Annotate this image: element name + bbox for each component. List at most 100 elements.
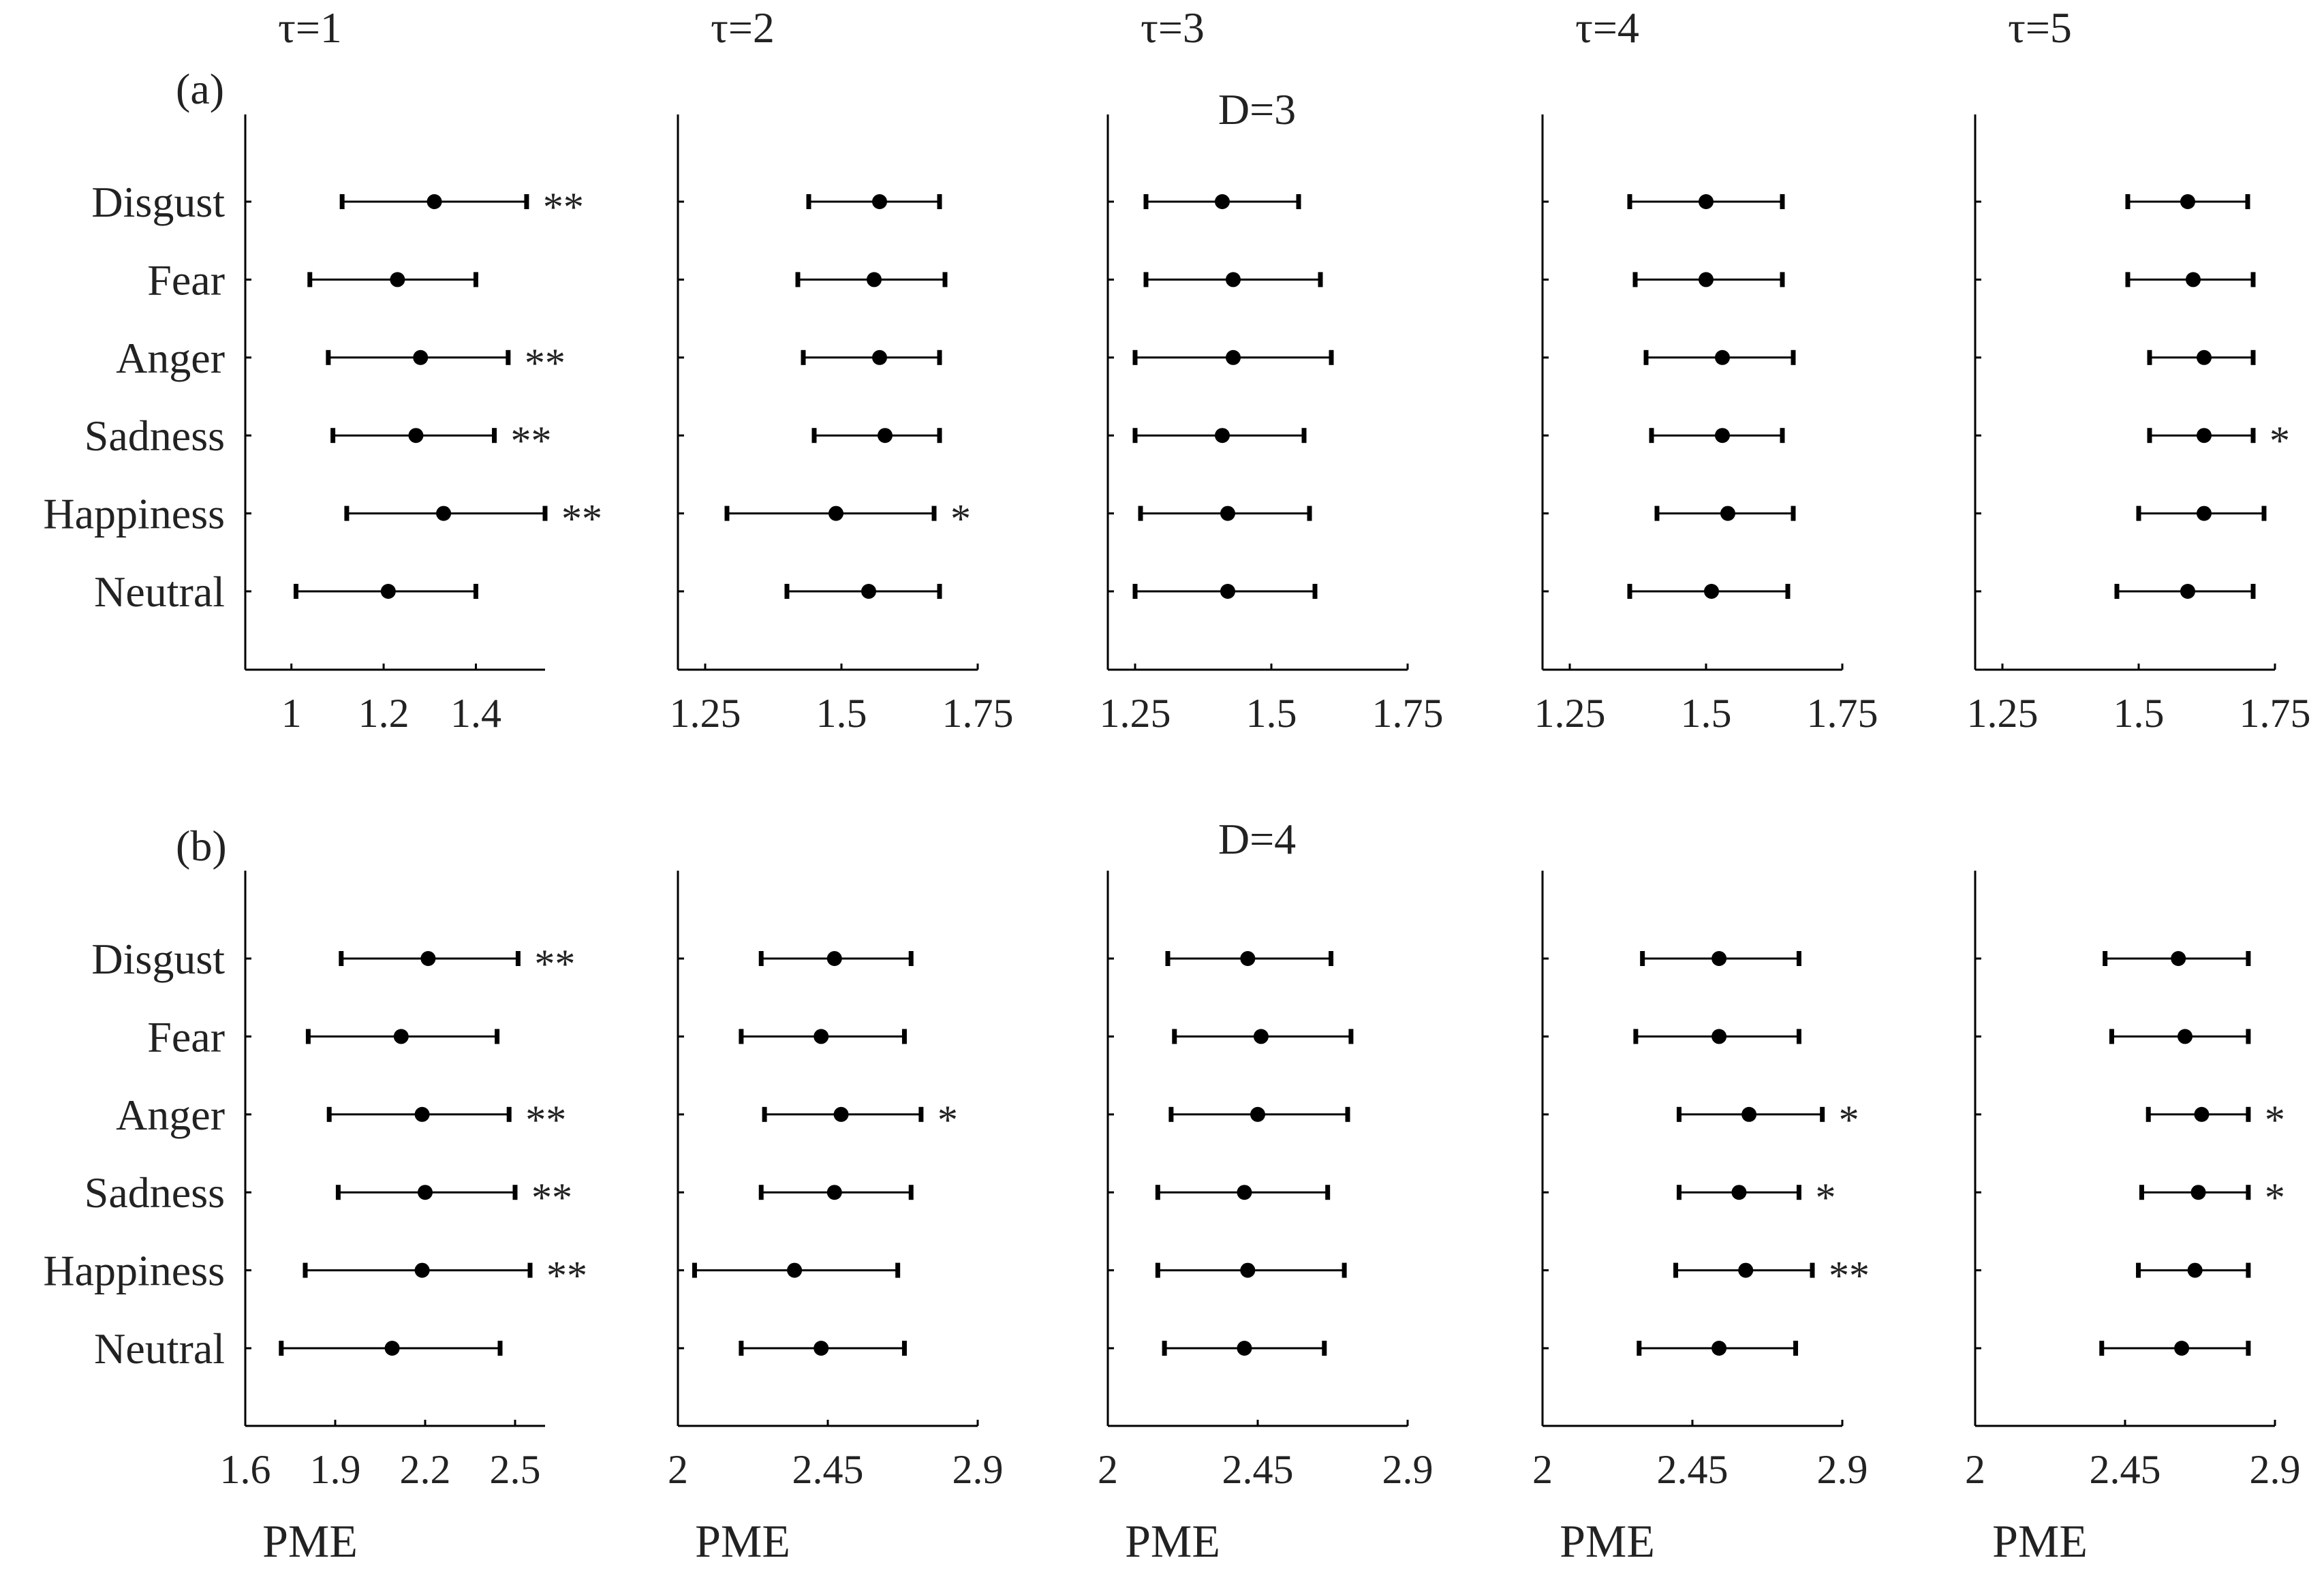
mean-marker bbox=[1237, 1341, 1252, 1356]
mean-marker bbox=[2191, 1185, 2206, 1200]
row-title-d3: D=3 bbox=[1218, 85, 1296, 134]
x-tick-label: 1.4 bbox=[450, 691, 501, 736]
subplot-a-tau-2: 1.25 1.5 1.75 τ=2 * bbox=[670, 3, 1014, 736]
column-title: τ=4 bbox=[1575, 3, 1639, 52]
x-axis-label: PME bbox=[1992, 1515, 2088, 1567]
x-tick-label: 2.45 bbox=[792, 1447, 864, 1492]
mean-marker bbox=[1741, 1107, 1756, 1122]
x-tick-label: 1.75 bbox=[942, 691, 1014, 736]
x-tick-label: 1.6 bbox=[220, 1447, 271, 1492]
x-tick-label: 2.45 bbox=[1657, 1447, 1729, 1492]
mean-marker bbox=[415, 1263, 430, 1278]
x-tick-label: 2.45 bbox=[2090, 1447, 2161, 1492]
mean-marker bbox=[827, 1185, 842, 1200]
panel-label-b: (b) bbox=[176, 822, 227, 870]
subplot-a-tau-5: 1.25 1.5 1.75 τ=5 * bbox=[1967, 3, 2311, 736]
mean-marker bbox=[1240, 951, 1255, 966]
mean-marker bbox=[413, 350, 428, 365]
mean-marker bbox=[420, 951, 435, 966]
x-tick-label: 1.2 bbox=[358, 691, 409, 736]
column-title: τ=5 bbox=[2008, 3, 2072, 52]
x-tick-label: 1.5 bbox=[816, 691, 867, 736]
mean-marker bbox=[1237, 1185, 1252, 1200]
subplot-b-tau-3: 2 2.45 2.9 PME bbox=[1098, 871, 1434, 1567]
mean-marker bbox=[1220, 584, 1235, 599]
y-tick-label: Anger bbox=[116, 334, 225, 382]
column-title: τ=2 bbox=[711, 3, 775, 52]
x-tick-label: 1.75 bbox=[1807, 691, 1878, 736]
mean-marker bbox=[1711, 951, 1726, 966]
significance-label: * bbox=[2269, 418, 2290, 463]
significance-label: ** bbox=[543, 185, 584, 230]
mean-marker bbox=[2197, 428, 2212, 443]
column-title: τ=1 bbox=[278, 3, 342, 52]
x-axis-label: PME bbox=[1560, 1515, 1655, 1567]
x-tick-label: 2.9 bbox=[1382, 1447, 1434, 1492]
significance-label: * bbox=[1839, 1098, 1859, 1142]
x-tick-label: 2 bbox=[1098, 1447, 1118, 1492]
y-tick-label: Anger bbox=[116, 1091, 225, 1139]
mean-marker bbox=[1215, 194, 1230, 209]
mean-marker bbox=[1226, 350, 1241, 365]
x-tick-label: 2 bbox=[668, 1447, 688, 1492]
panel-label-a: (a) bbox=[176, 65, 224, 113]
significance-label: ** bbox=[525, 341, 565, 386]
x-tick-label: 1.25 bbox=[1534, 691, 1606, 736]
y-tick-label: Disgust bbox=[91, 935, 225, 983]
mean-marker bbox=[834, 1107, 849, 1122]
y-tick-label: Happiness bbox=[43, 490, 225, 538]
mean-marker bbox=[867, 272, 882, 287]
mean-marker bbox=[1715, 428, 1730, 443]
x-tick-label: 1.5 bbox=[2113, 691, 2165, 736]
y-tick-label: Fear bbox=[147, 1012, 225, 1061]
x-tick-label: 1.9 bbox=[310, 1447, 361, 1492]
mean-marker bbox=[2180, 194, 2195, 209]
x-tick-label: 2.5 bbox=[490, 1447, 541, 1492]
significance-label: * bbox=[950, 497, 971, 542]
mean-marker bbox=[2197, 350, 2212, 365]
mean-marker bbox=[1220, 506, 1235, 521]
x-tick-label: 1.25 bbox=[1100, 691, 1171, 736]
significance-label: ** bbox=[531, 1175, 572, 1220]
x-axis-label: PME bbox=[695, 1515, 790, 1567]
significance-label: ** bbox=[511, 418, 552, 463]
mean-marker bbox=[861, 584, 876, 599]
y-tick-label: Disgust bbox=[91, 178, 225, 226]
x-axis-label: PME bbox=[262, 1515, 358, 1567]
significance-label: * bbox=[2265, 1098, 2285, 1142]
mean-marker bbox=[1254, 1029, 1269, 1044]
x-tick-label: 2 bbox=[1965, 1447, 1985, 1492]
mean-marker bbox=[418, 1185, 433, 1200]
mean-marker bbox=[2188, 1263, 2203, 1278]
x-tick-label: 2.2 bbox=[400, 1447, 451, 1492]
mean-marker bbox=[385, 1341, 400, 1356]
subplot-a-tau-4: 1.25 1.5 1.75 τ=4 bbox=[1534, 3, 1878, 736]
mean-marker bbox=[872, 194, 887, 209]
mean-marker bbox=[814, 1341, 828, 1356]
mean-marker bbox=[427, 194, 442, 209]
x-tick-label: 2 bbox=[1532, 1447, 1553, 1492]
mean-marker bbox=[1711, 1341, 1726, 1356]
subplot-b-tau-1: 1.6 1.9 2.2 2.5 PME Disgust ** Fear Anger ** Sadne… bbox=[43, 871, 587, 1567]
mean-marker bbox=[2178, 1029, 2193, 1044]
mean-marker bbox=[2194, 1107, 2209, 1122]
y-tick-label: Sadness bbox=[84, 411, 225, 460]
x-tick-label: 1.75 bbox=[1372, 691, 1444, 736]
y-tick-label: Happiness bbox=[43, 1247, 225, 1295]
mean-marker bbox=[1711, 1029, 1726, 1044]
mean-marker bbox=[1720, 506, 1735, 521]
mean-marker bbox=[1699, 194, 1714, 209]
mean-marker bbox=[1250, 1107, 1265, 1122]
significance-label: * bbox=[2265, 1175, 2285, 1220]
subplot-a-tau-1: 1 1.2 1.4 τ=1 Disgust ** Fear Anger ** Sadness ** H… bbox=[43, 3, 602, 736]
significance-label: * bbox=[1815, 1175, 1835, 1220]
mean-marker bbox=[1715, 350, 1730, 365]
x-tick-label: 1.25 bbox=[1967, 691, 2039, 736]
mean-marker bbox=[2180, 584, 2195, 599]
mean-marker bbox=[1738, 1263, 1753, 1278]
x-tick-label: 1.5 bbox=[1246, 691, 1297, 736]
x-tick-label: 1.5 bbox=[1681, 691, 1732, 736]
